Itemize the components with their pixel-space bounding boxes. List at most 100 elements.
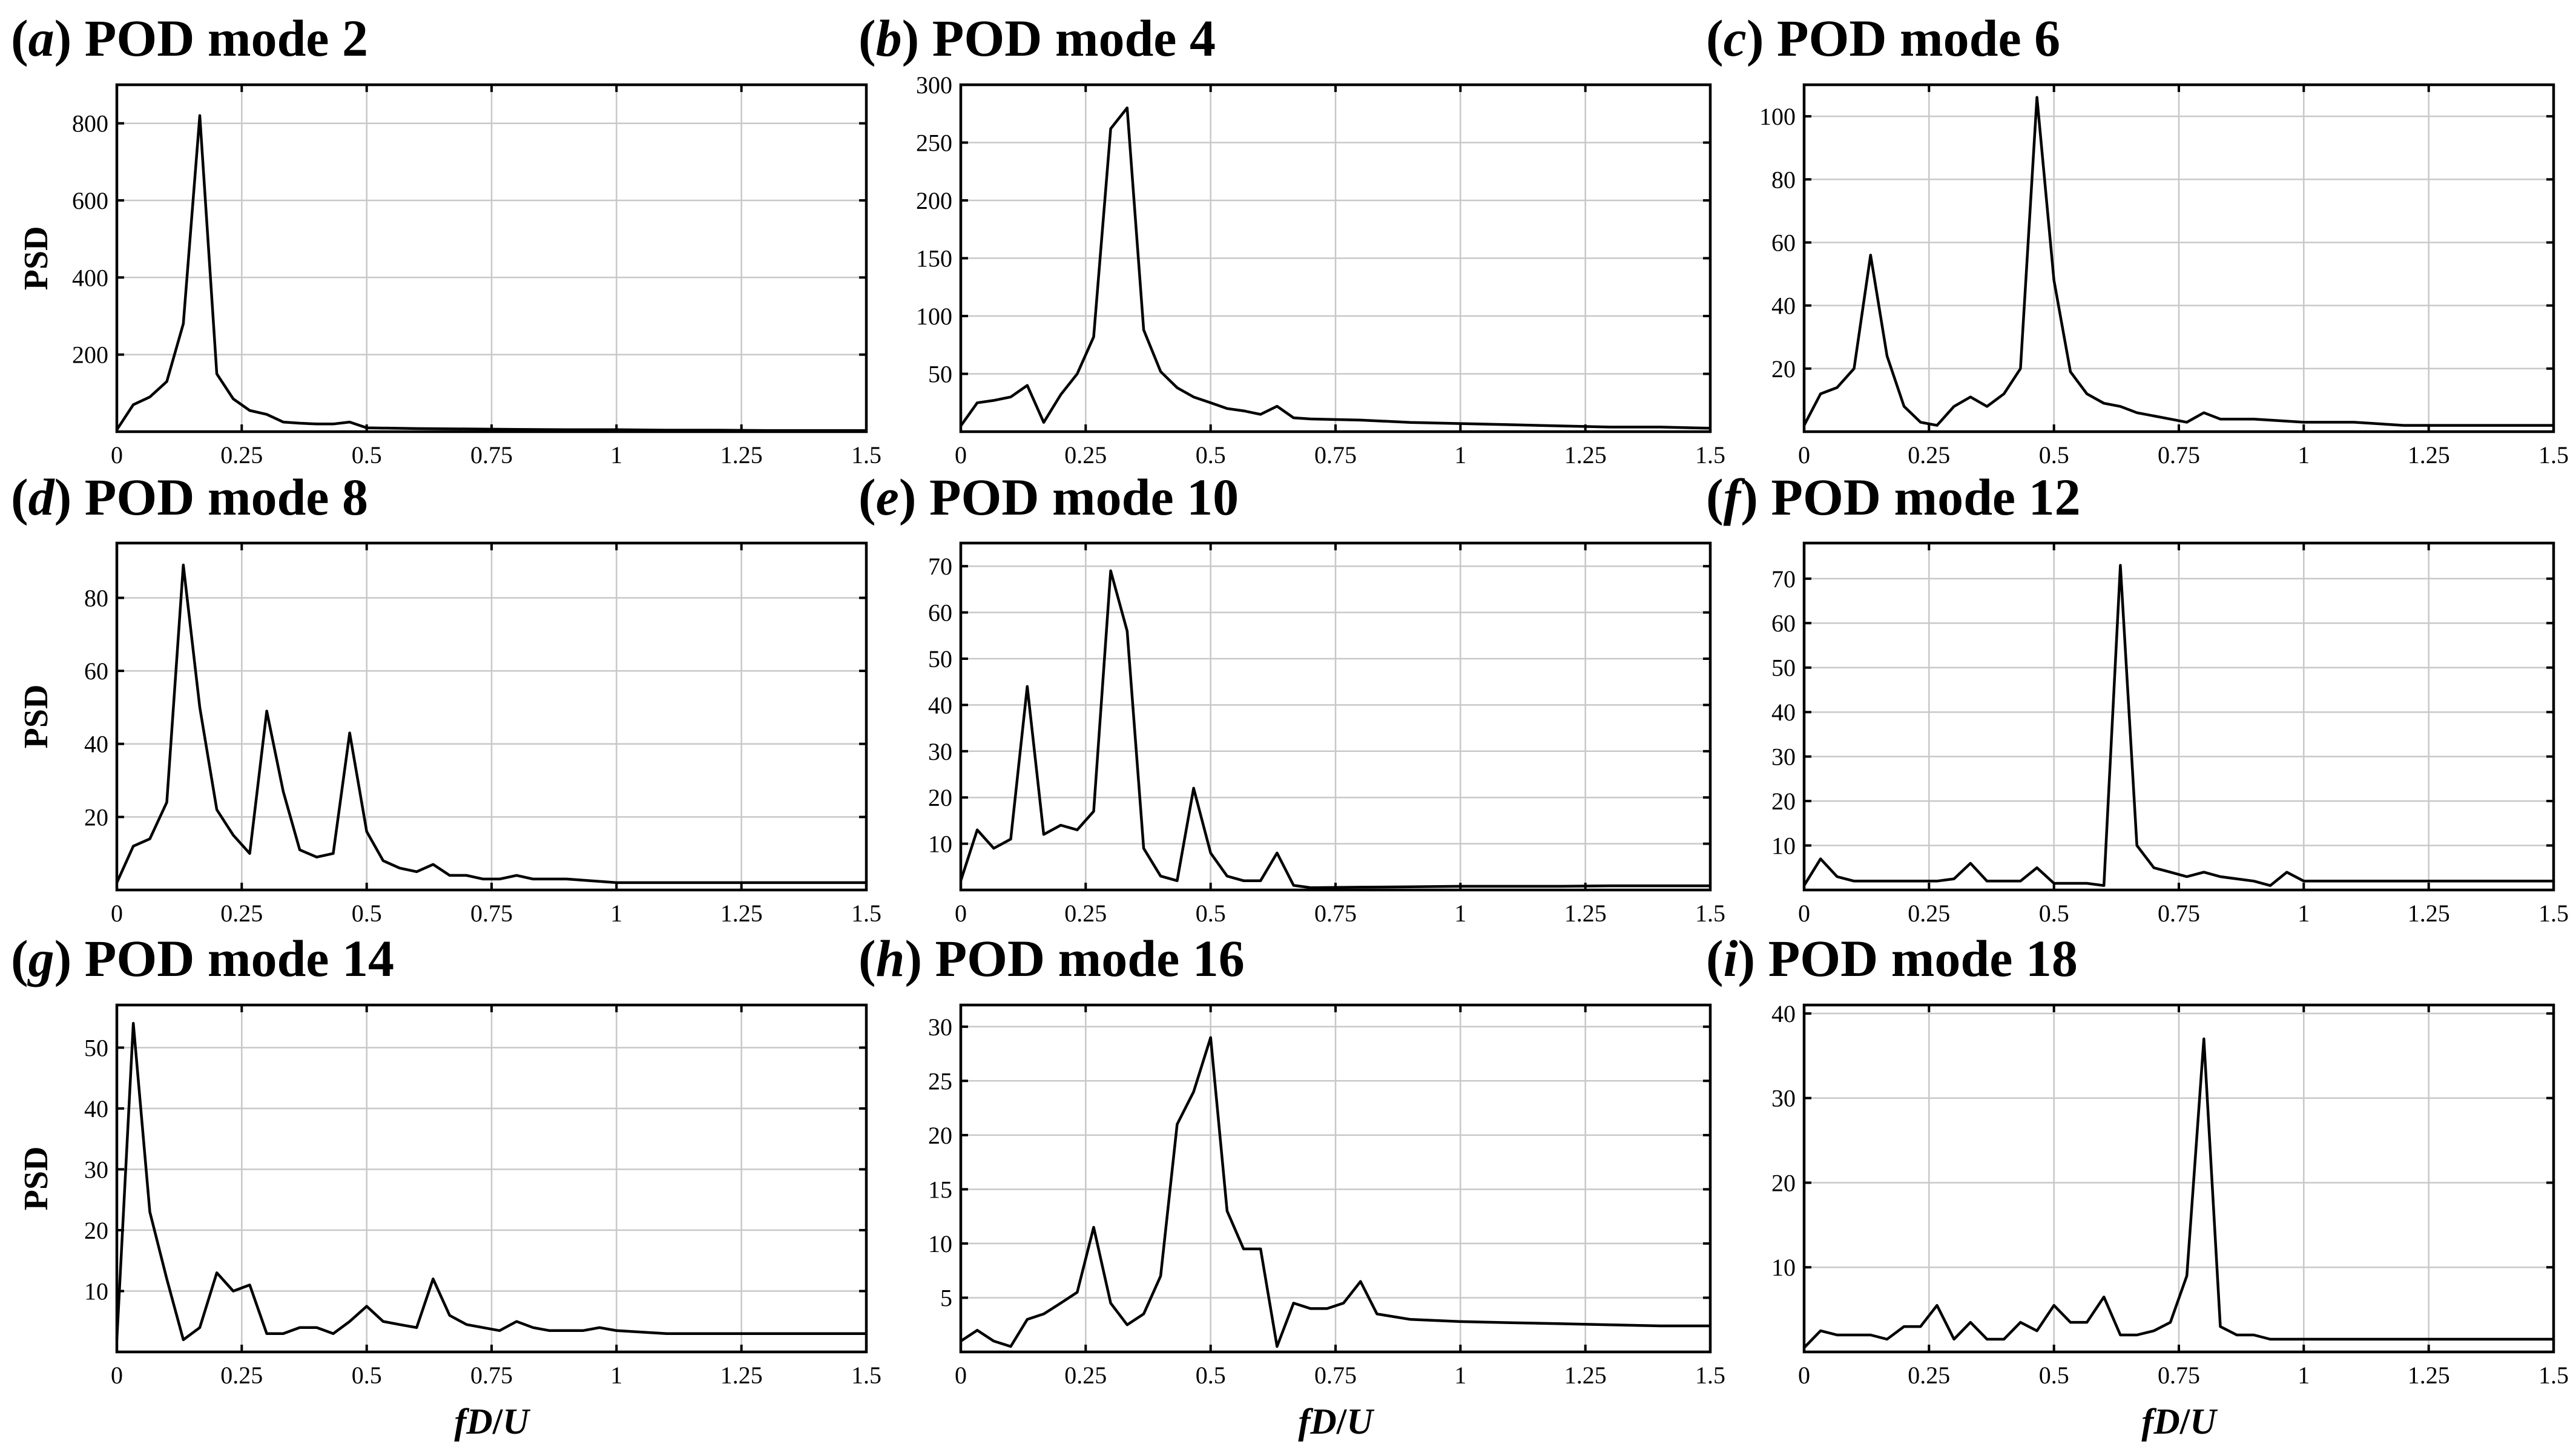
x-axis-label-U: U: [502, 1402, 530, 1442]
x-tick-label: 0.5: [352, 900, 382, 927]
panel-label-close: ): [54, 9, 85, 67]
y-tick-label: 25: [928, 1067, 952, 1095]
x-tick-label: 1: [2298, 1362, 2310, 1389]
x-tick-label: 0.5: [352, 441, 382, 469]
panel-title: (e) POD mode 10: [858, 468, 1239, 526]
x-tick-label: 0.25: [1908, 441, 1950, 469]
y-tick-label: 200: [72, 341, 108, 369]
panel-label-close: ): [902, 9, 932, 67]
panel-label-close: ): [1738, 929, 1768, 987]
panel-label-close: ): [904, 929, 935, 987]
y-tick-label: 10: [1771, 832, 1796, 860]
panel-label-close: ): [54, 929, 85, 987]
x-tick-label: 1.25: [720, 441, 763, 469]
x-tick-label: 1.5: [851, 1362, 881, 1389]
x-tick-label: 1.25: [1564, 900, 1607, 927]
x-tick-label: 0.75: [2158, 1362, 2200, 1389]
x-tick-label: 0.5: [1196, 900, 1226, 927]
panel-label-close: ): [54, 468, 85, 526]
y-tick-label: 30: [84, 1156, 108, 1183]
x-axis-label-U: U: [1346, 1402, 1374, 1442]
y-tick-label: 20: [1771, 355, 1796, 383]
panel-title: (c) POD mode 6: [1706, 9, 2060, 67]
x-tick-label: 1: [610, 1362, 622, 1389]
x-tick-label: 0.5: [1196, 1362, 1226, 1389]
y-tick-label: 5: [940, 1285, 952, 1312]
y-tick-label: 30: [1771, 743, 1796, 771]
panel-title-text: POD mode 8: [85, 468, 368, 526]
y-tick-label: 40: [928, 691, 952, 719]
panel-title: (i) POD mode 18: [1706, 929, 2078, 987]
x-tick-label: 1.5: [1695, 1362, 1725, 1389]
y-tick-label: 10: [928, 831, 952, 858]
y-tick-label: 30: [1771, 1085, 1796, 1112]
x-tick-label: 0.5: [2039, 1362, 2069, 1389]
y-tick-label: 20: [928, 1122, 952, 1149]
y-tick-label: 600: [72, 187, 108, 214]
y-tick-label: 100: [1759, 103, 1796, 130]
panel-title-text: POD mode 14: [85, 929, 394, 987]
chart-panel-b: (b) POD mode 40 0.25 0.5 0.75 1 1.25 1.5501001…: [858, 9, 1725, 469]
x-tick-label: 0.75: [470, 441, 513, 469]
x-tick-label: 0.25: [220, 441, 263, 469]
x-axis-label-slash: /: [492, 1402, 504, 1442]
panel-label-open: (: [1706, 929, 1724, 987]
x-tick-label: 1.25: [2408, 441, 2450, 469]
panel-title-text: POD mode 10: [929, 468, 1239, 526]
chart-panel-e: (e) POD mode 100 0.25 0.5 0.75 1 1.25 1.510203…: [858, 468, 1725, 927]
y-tick-label: 60: [928, 599, 952, 627]
panel-label-letter: d: [28, 468, 56, 526]
panel-label-letter: h: [876, 929, 905, 987]
x-tick-label: 0.25: [1908, 1362, 1950, 1389]
x-tick-label: 1.5: [1695, 900, 1725, 927]
y-tick-label: 30: [928, 738, 952, 765]
x-axis-label-D: D: [2153, 1402, 2179, 1442]
y-tick-label: 800: [72, 110, 108, 137]
x-tick-label: 0.25: [220, 1362, 263, 1389]
panel-label-close: ): [899, 468, 929, 526]
x-tick-label: 1: [1454, 441, 1466, 469]
x-tick-label: 0: [955, 1362, 967, 1389]
x-tick-label: 0.75: [1314, 900, 1357, 927]
x-tick-label: 0.75: [470, 1362, 513, 1389]
y-tick-label: 50: [928, 645, 952, 673]
x-tick-label: 1.5: [1695, 441, 1725, 469]
x-tick-label: 0: [955, 900, 967, 927]
y-tick-label: 10: [928, 1230, 952, 1257]
y-tick-label: 150: [916, 245, 952, 272]
x-tick-label: 1.5: [2538, 900, 2569, 927]
panel-label-letter: e: [876, 468, 899, 526]
x-tick-label: 1.25: [1564, 441, 1607, 469]
x-tick-label: 0: [111, 1362, 123, 1389]
chart-panel-d: (d) POD mode 80 0.25 0.5 0.75 1 1.25 1.5204060…: [11, 468, 881, 927]
y-tick-label: 20: [1771, 1170, 1796, 1197]
y-tick-label: 30: [928, 1013, 952, 1041]
y-tick-label: 400: [72, 264, 108, 291]
y-tick-label: 200: [916, 187, 952, 214]
y-tick-label: 50: [1771, 654, 1796, 682]
x-tick-label: 0: [111, 900, 123, 927]
x-tick-label: 0.75: [1314, 1362, 1357, 1389]
y-tick-label: 60: [1771, 229, 1796, 257]
x-tick-label: 0.5: [1196, 441, 1226, 469]
x-tick-label: 1.25: [1564, 1362, 1607, 1389]
y-tick-label: 50: [928, 361, 952, 388]
x-tick-label: 1.25: [720, 1362, 763, 1389]
x-tick-label: 1.5: [851, 441, 881, 469]
chart-panel-a: (a) POD mode 20 0.25 0.5 0.75 1 1.25 1.5200400…: [11, 9, 881, 469]
y-tick-label: 50: [84, 1034, 108, 1061]
x-axis-label-slash: /: [1336, 1402, 1348, 1442]
x-axis-label-D: D: [1309, 1402, 1336, 1442]
panel-label-close: ): [1747, 9, 1777, 67]
y-tick-label: 10: [1771, 1254, 1796, 1281]
chart-panel-f: (f) POD mode 120 0.25 0.5 0.75 1 1.25 1.510203…: [1706, 468, 2569, 927]
x-axis-label: fD/U: [2141, 1402, 2218, 1442]
x-tick-label: 1.25: [2408, 900, 2450, 927]
x-tick-label: 0.25: [220, 900, 263, 927]
x-tick-label: 0.25: [1064, 1362, 1107, 1389]
y-tick-label: 40: [1771, 699, 1796, 726]
x-tick-label: 1.25: [2408, 1362, 2450, 1389]
x-tick-label: 1.5: [2538, 441, 2569, 469]
panel-label-letter: b: [876, 9, 902, 67]
y-tick-label: 80: [1771, 166, 1796, 193]
